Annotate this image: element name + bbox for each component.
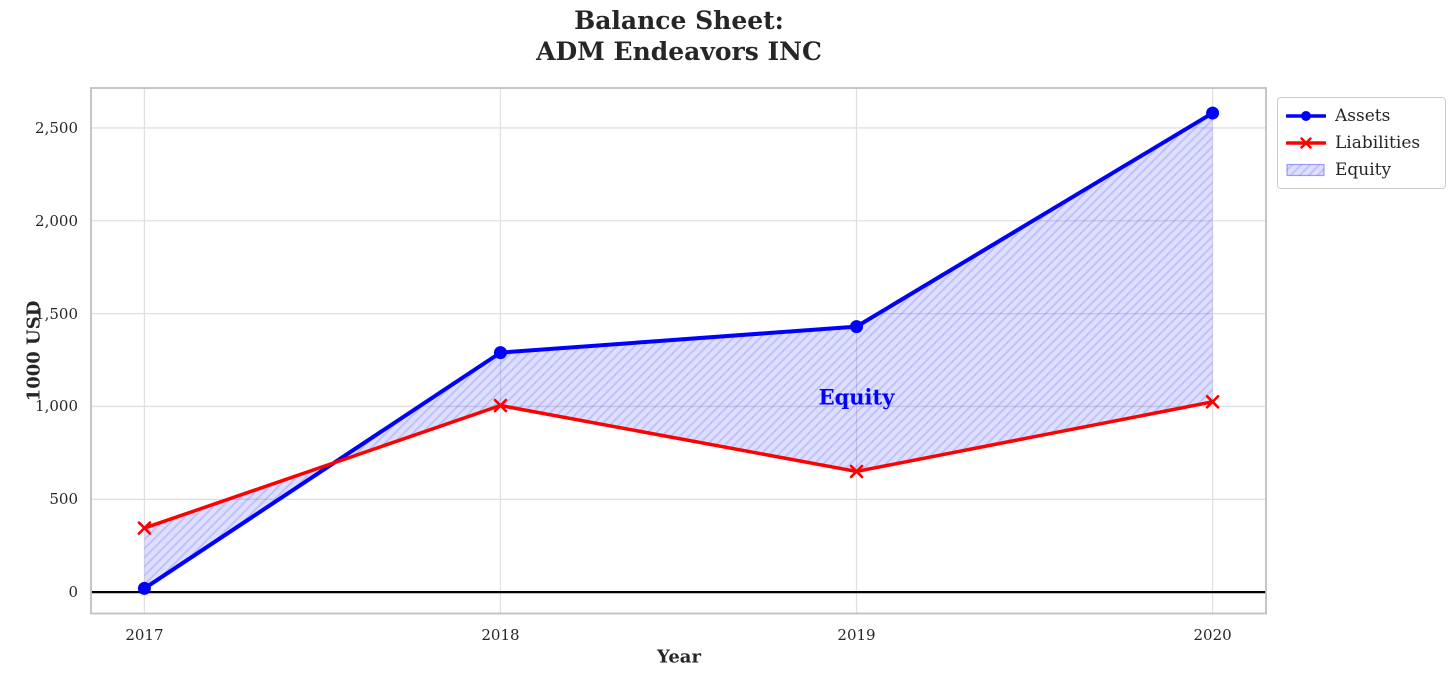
y-tick-label: 1,000 (35, 397, 78, 416)
x-axis-label: Year (657, 646, 701, 668)
legend-item-equity: Equity (1286, 158, 1437, 182)
y-tick-label: 500 (49, 490, 78, 509)
chart-title-line2: ADM Endeavors INC (536, 37, 822, 66)
chart-title-line1: Balance Sheet: (574, 6, 784, 35)
x-tick-label: 2020 (1193, 626, 1232, 644)
assets-line-marker-icon (1286, 108, 1326, 124)
y-tick-label: 2,500 (35, 118, 78, 137)
x-tick-label: 2018 (481, 626, 520, 644)
legend: Assets Liabilities Equity (1277, 97, 1446, 189)
x-tick-label: 2017 (125, 626, 164, 644)
liabilities-line-marker-icon (1286, 135, 1326, 151)
x-tick-label: 2019 (837, 626, 876, 644)
legend-item-liabilities: Liabilities (1286, 131, 1437, 155)
legend-item-assets: Assets (1286, 104, 1437, 128)
legend-label-liabilities: Liabilities (1335, 132, 1421, 153)
legend-label-assets: Assets (1335, 105, 1391, 126)
legend-label-equity: Equity (1335, 159, 1392, 180)
y-tick-label: 2,000 (35, 211, 78, 230)
chart-title: Balance Sheet: ADM Endeavors INC (536, 5, 822, 67)
equity-hatch-swatch-icon (1286, 162, 1326, 178)
y-tick-label: 0 (68, 583, 78, 602)
y-tick-label: 1,500 (35, 304, 78, 323)
equity-annotation: Equity (818, 384, 895, 410)
